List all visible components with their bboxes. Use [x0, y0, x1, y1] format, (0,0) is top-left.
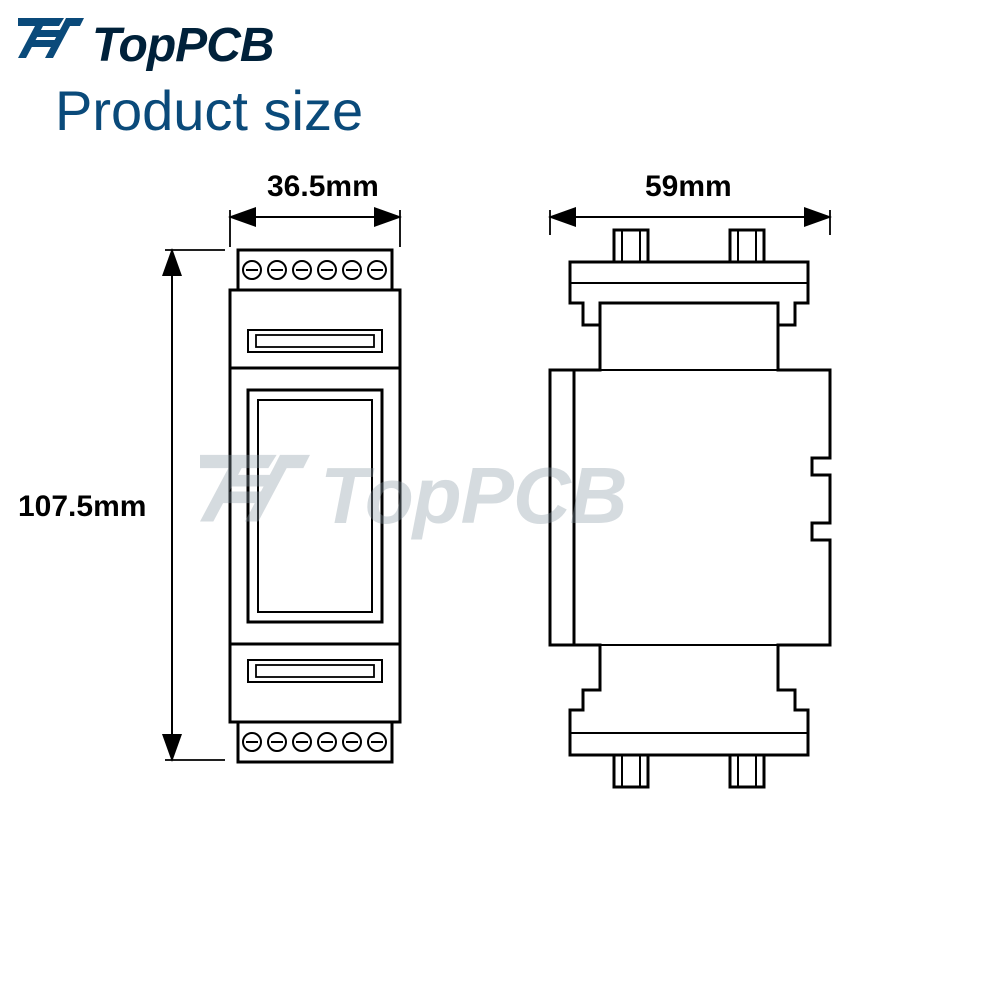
watermark: TopPCB [200, 450, 800, 542]
brand-text: TopPCB [92, 18, 274, 73]
technical-drawing: 36.5mm 59mm 107.5mm [0, 175, 1000, 975]
logo-icon [18, 18, 92, 73]
dim-height-label: 107.5mm [18, 490, 146, 524]
watermark-text: TopPCB [320, 450, 627, 542]
subtitle: Product size [55, 78, 363, 143]
header: TopPCB [18, 18, 274, 73]
dim-width-label: 36.5mm [267, 170, 379, 204]
dim-depth-label: 59mm [645, 170, 732, 204]
drawing-svg [0, 175, 1000, 975]
